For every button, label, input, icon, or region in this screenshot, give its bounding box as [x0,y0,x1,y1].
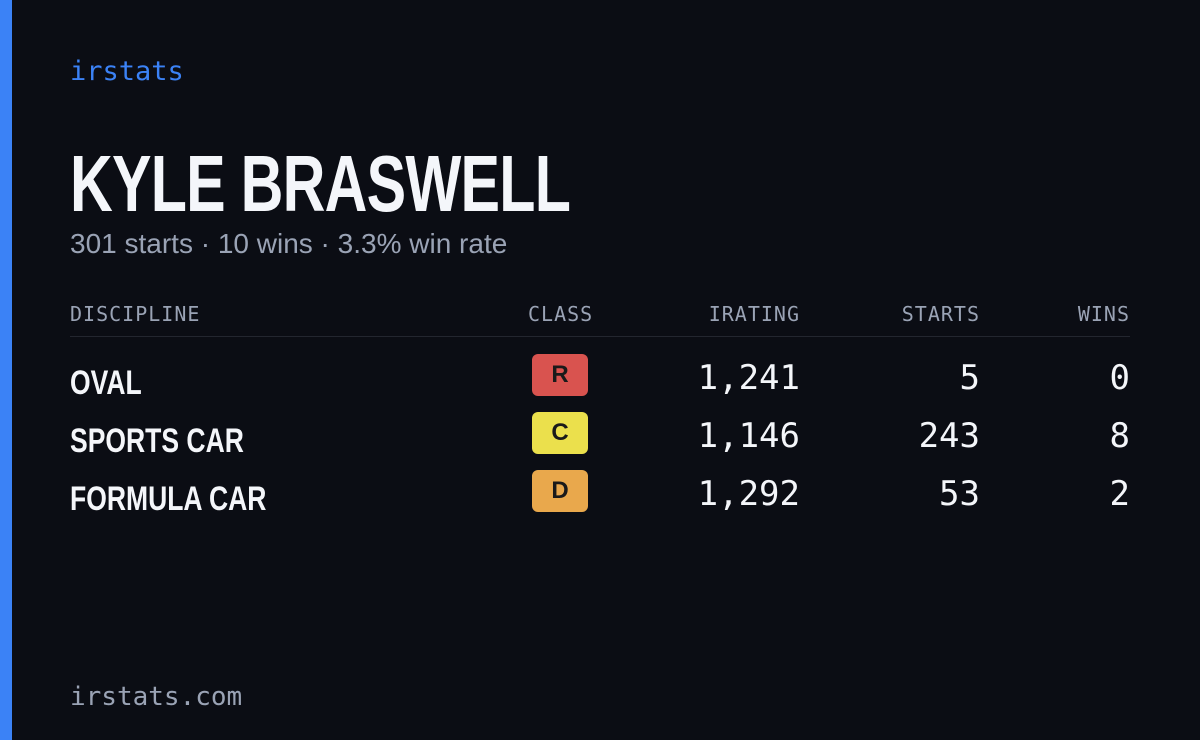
irating: 1,241 [697,358,800,398]
starts: 53 [939,474,980,514]
column-header: IRATING [708,302,800,326]
irating: 1,292 [697,474,800,514]
discipline: SPORTS CAR [70,422,244,460]
discipline: OVAL [70,364,142,402]
starts: 243 [918,416,980,456]
class-badge: C [532,412,588,454]
footer-url: irstats.com [70,682,243,712]
column-header: STARTS [901,302,980,326]
class-badge: D [532,470,588,512]
summary: 301 starts · 10 wins · 3.3% win rate [70,228,508,259]
wins: 0 [1109,358,1130,398]
wins: 8 [1109,416,1130,456]
class-badge: R [532,354,588,396]
wins: 2 [1109,474,1130,514]
column-header: CLASS [528,302,594,326]
brand: irstats [70,56,184,87]
irating: 1,146 [697,416,800,456]
header-rule [70,336,1130,337]
driver-name: KYLE BRASWELL [70,139,571,228]
column-header: DISCIPLINE [70,302,201,326]
discipline: FORMULA CAR [70,480,267,518]
starts: 5 [959,358,980,398]
accent-bar [0,0,12,740]
column-header: WINS [1077,302,1130,326]
